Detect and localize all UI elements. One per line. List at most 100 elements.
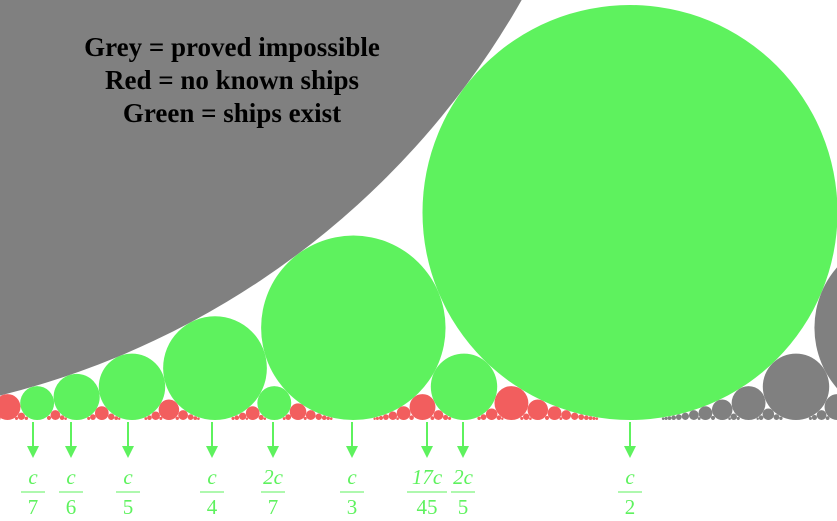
speed-circle bbox=[17, 412, 26, 420]
speed-circle bbox=[671, 415, 676, 420]
speed-circle bbox=[681, 412, 690, 420]
speed-denominator: 7 bbox=[268, 495, 279, 519]
speed-circle bbox=[529, 417, 532, 420]
speed-circle bbox=[245, 406, 260, 420]
speed-circle bbox=[559, 417, 563, 420]
speed-circle bbox=[238, 412, 247, 420]
speed-circle bbox=[234, 415, 240, 420]
speed-denominator: 45 bbox=[417, 495, 438, 519]
speed-denominator: 7 bbox=[28, 495, 39, 519]
speed-circle bbox=[147, 415, 152, 420]
speed-circle bbox=[480, 414, 487, 420]
arrow-head bbox=[421, 446, 433, 458]
speed-circle bbox=[442, 414, 449, 420]
speed-circle bbox=[494, 386, 529, 420]
speed-circle bbox=[59, 415, 65, 420]
speed-circle bbox=[114, 416, 119, 420]
speed-circle bbox=[811, 414, 818, 420]
speed-denominator: 2 bbox=[625, 495, 636, 519]
speed-denominator: 5 bbox=[123, 495, 134, 519]
speed-circle bbox=[675, 414, 682, 420]
speed-labels: c 7 c 6 c 5 c 4 2c 7 c 3 17c 45 2c 5 c 2 bbox=[21, 422, 642, 519]
impossible-region bbox=[0, 0, 522, 396]
ships-circle bbox=[20, 386, 55, 420]
speed-circle bbox=[378, 415, 384, 420]
speed-circle bbox=[282, 417, 286, 420]
speed-circle bbox=[570, 412, 579, 420]
ships-circle bbox=[98, 353, 166, 420]
speed-circle bbox=[231, 416, 235, 420]
speed-circle bbox=[144, 417, 148, 420]
speed-denominator: 3 bbox=[347, 495, 358, 519]
speed-circle bbox=[578, 414, 585, 420]
speed-circle bbox=[245, 417, 249, 420]
speed-circle bbox=[544, 415, 550, 420]
arrow-head bbox=[624, 446, 636, 458]
speed-circle bbox=[14, 416, 19, 420]
speed-circle bbox=[661, 417, 665, 420]
speed-circle bbox=[584, 415, 589, 420]
speed-circle bbox=[430, 416, 435, 420]
speed-denominator: 5 bbox=[458, 495, 469, 519]
speed-circle bbox=[762, 353, 830, 420]
speed-circle bbox=[667, 416, 672, 420]
legend-line: Green = ships exist bbox=[123, 98, 341, 128]
speed-circle bbox=[321, 415, 327, 420]
speed-circle bbox=[409, 394, 436, 420]
speed-circle bbox=[477, 416, 481, 420]
speed-circle bbox=[263, 417, 267, 420]
ships-circle bbox=[422, 5, 837, 420]
speed-circle bbox=[94, 406, 109, 420]
speed-circle bbox=[90, 414, 96, 420]
speed-circle bbox=[159, 416, 163, 420]
ships-circle bbox=[163, 316, 267, 420]
circles bbox=[0, 0, 837, 421]
speed-circle bbox=[187, 414, 194, 420]
speed-circle bbox=[285, 414, 292, 420]
speed-circle bbox=[501, 417, 504, 420]
speed-circle bbox=[824, 394, 837, 420]
speed-circle bbox=[303, 416, 307, 420]
speed-circle bbox=[561, 410, 572, 420]
speed-circle bbox=[731, 386, 766, 420]
speed-circle bbox=[409, 415, 414, 420]
speed-circle bbox=[816, 410, 827, 420]
speed-circle bbox=[496, 415, 502, 420]
speed-circle bbox=[50, 410, 61, 420]
speed-circle bbox=[158, 399, 180, 420]
speed-circle bbox=[305, 410, 316, 420]
speed-circle bbox=[24, 416, 29, 420]
speed-circle bbox=[688, 410, 699, 420]
speed-circle bbox=[108, 413, 115, 420]
speed-circle bbox=[197, 417, 200, 420]
speed-circle bbox=[175, 416, 179, 420]
speed-circle bbox=[758, 415, 764, 420]
speed-circle bbox=[520, 416, 524, 420]
speed-numerator: c bbox=[66, 465, 76, 489]
speed-circle bbox=[485, 408, 498, 420]
speed-circle bbox=[736, 416, 740, 420]
speed-circle bbox=[178, 410, 188, 420]
ships-circle bbox=[261, 235, 446, 420]
speed-circle bbox=[388, 411, 398, 421]
arrow-head bbox=[65, 446, 77, 458]
speed-circle bbox=[711, 399, 733, 420]
speed-numerator: c bbox=[347, 465, 357, 489]
speed-denominator: 4 bbox=[207, 495, 218, 519]
speed-circle bbox=[756, 417, 759, 420]
speed-circle bbox=[595, 417, 599, 420]
speed-circle bbox=[118, 417, 121, 420]
speed-circle bbox=[329, 417, 333, 420]
speed-numerator: c bbox=[207, 465, 217, 489]
speed-circle bbox=[0, 417, 1, 420]
speed-circle bbox=[698, 406, 713, 420]
speed-circle bbox=[315, 413, 322, 420]
legend-line: Grey = proved impossible bbox=[84, 32, 380, 62]
speed-circle bbox=[375, 416, 379, 420]
speed-circle bbox=[773, 414, 780, 420]
speed-circle bbox=[0, 394, 21, 420]
speed-circle bbox=[373, 417, 376, 420]
arrow-head bbox=[206, 446, 218, 458]
speed-circle bbox=[730, 413, 737, 420]
